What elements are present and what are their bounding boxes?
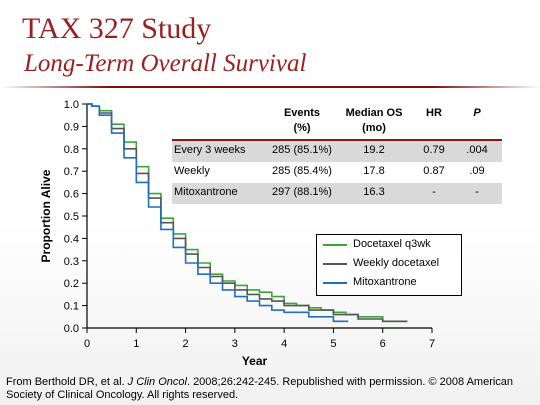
cell-p: .09 [469,165,485,177]
header-events-line1: Events [283,107,321,119]
chart-legend: Docetaxel q3wk Weekly docetaxel Mitoxant… [316,234,462,296]
cell-median: 19.2 [363,144,385,156]
x-tick-label: 5 [330,338,336,350]
x-tick-label: 4 [281,338,287,350]
legend-item: Weekly docetaxel [317,255,461,273]
cell-p: - [475,186,479,198]
table-rule [172,139,502,141]
table-row: Mitoxantrone 297 (88.1%) 16.3 - - [172,183,502,204]
cell-p: .004 [466,144,488,156]
y-tick-label: 0.3 [64,256,79,268]
cell-events: 285 (85.4%) [272,165,332,177]
cell-arm: Every 3 weeks [174,144,246,156]
legend-label: Mitoxantrone [353,276,417,288]
header-median-line1: Median OS [345,107,403,119]
y-tick-label: 0.7 [64,166,79,178]
cell-arm: Weekly [174,165,210,177]
y-tick-label: 0.1 [64,301,79,313]
y-tick-label: 0.0 [64,323,79,335]
legend-label: Docetaxel q3wk [353,238,431,250]
cell-hr: 0.79 [423,144,445,156]
cell-events: 297 (88.1%) [272,186,332,198]
cell-median: 17.8 [363,165,385,177]
source-text-before: From Berthold DR, et al. [6,376,128,388]
cell-median: 16.3 [363,186,385,198]
series-line-2 [87,103,408,323]
source-text-after: . 2008;26:242-245. Republished with perm… [6,376,514,401]
y-axis-label: Proportion Alive [39,169,53,262]
cell-events: 285 (85.1%) [272,144,332,156]
slide-title: TAX 327 Study [22,12,212,45]
series-line-3 [87,103,349,323]
y-tick-label: 0.2 [64,278,79,290]
x-tick-label: 1 [133,338,139,350]
legend-item: Mitoxantrone [317,274,461,292]
source-citation: From Berthold DR, et al. J Clin Oncol. 2… [6,376,536,402]
y-tick-label: 0.6 [64,189,79,201]
cell-hr: - [432,186,436,198]
header-hr: HR [426,107,442,119]
cell-hr: 0.87 [423,165,445,177]
survival-chart: 0.0 0.1 0.2 0.3 0.4 0.5 0.6 0.7 0.8 0.9 1.0 0 1 2 3 4 5 6… [39,99,435,368]
results-table: Events (%) Median OS (mo) HR P Every 3 w… [172,106,502,204]
header-median: Median OS (mo) [334,106,414,136]
cell-arm: Mitoxantrone [174,186,238,198]
y-tick-label: 0.9 [64,121,79,133]
source-journal: J Clin Oncol [127,376,187,388]
table-row: Every 3 weeks 285 (85.1%) 19.2 0.79 .004 [172,141,502,162]
x-tick-label: 2 [183,338,189,350]
header-p: P [473,107,481,119]
x-axis-label: Year [242,354,268,368]
header-events: Events (%) [272,106,332,136]
x-tick-label: 3 [232,338,238,350]
y-tick-label: 1.0 [64,99,79,111]
header-median-line2: (mo) [362,122,386,134]
y-tick-label: 0.4 [64,233,79,245]
legend-swatch [323,282,347,284]
y-tick-label: 0.8 [64,144,79,156]
legend-swatch [323,244,347,246]
legend-item: Docetaxel q3wk [317,236,461,254]
legend-label: Weekly docetaxel [353,257,440,269]
x-tick-label: 7 [429,338,435,350]
x-tick-label: 0 [84,338,90,350]
header-events-line2: (%) [293,122,311,134]
table-header: Events (%) Median OS (mo) HR P [172,106,502,139]
slide-subtitle: Long-Term Overall Survival [24,50,307,77]
title-divider [0,86,540,88]
y-tick-label: 0.5 [64,211,79,223]
x-tick-label: 6 [380,338,386,350]
table-row: Weekly 285 (85.4%) 17.8 0.87 .09 [172,162,502,183]
legend-swatch [323,263,347,265]
